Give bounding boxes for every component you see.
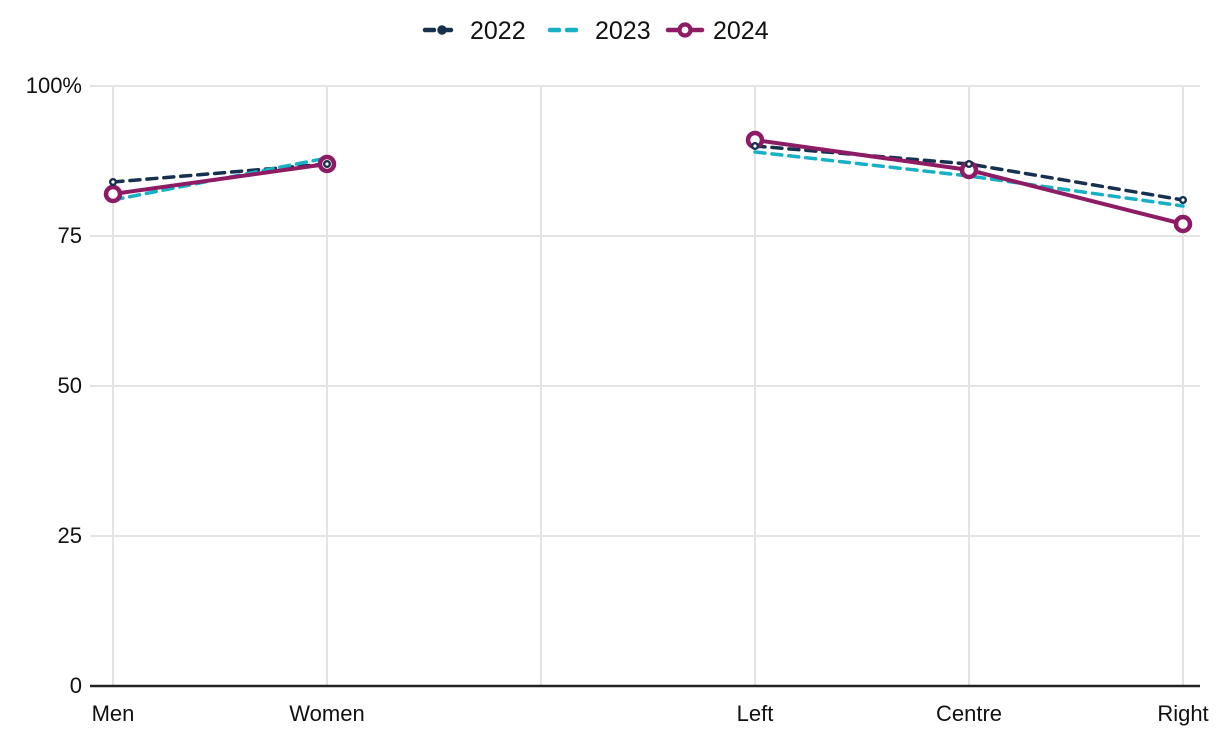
series-markers-2022 — [108, 141, 1187, 204]
series-segment — [111, 162, 329, 196]
data-point-marker — [1178, 195, 1187, 204]
y-axis-tick-label: 100% — [26, 73, 82, 98]
series-line-2024 — [111, 138, 1185, 226]
x-axis-label-centre: Centre — [936, 701, 1002, 726]
x-axis-label-women: Women — [289, 701, 364, 726]
chart-legend: 2022 2023 2024 — [422, 17, 769, 45]
data-point-marker — [323, 159, 332, 168]
y-axis-tick-label: 50 — [58, 373, 82, 398]
data-point-marker — [1173, 214, 1193, 234]
legend-item-2023: 2023 — [547, 17, 651, 45]
data-point-marker — [103, 184, 123, 204]
y-axis-tick-label: 0 — [70, 673, 82, 698]
data-point-marker — [751, 141, 760, 150]
y-axis-tick-labels: 0 25 50 75 100% — [26, 73, 82, 698]
y-axis-tick-label: 75 — [58, 223, 82, 248]
legend-item-2022: 2022 — [422, 17, 526, 45]
legend-marker-open-circle — [677, 22, 693, 38]
data-point-marker — [965, 159, 974, 168]
y-axis-tick-label: 25 — [58, 523, 82, 548]
series-line-2023 — [111, 150, 1185, 208]
x-axis-label-right: Right — [1157, 701, 1208, 726]
data-point-marker — [108, 177, 117, 186]
legend-marker-dot — [437, 25, 447, 35]
legend-item-2024: 2024 — [665, 17, 769, 45]
legend-label-2022: 2022 — [470, 17, 526, 45]
series-markers-2024 — [103, 130, 1193, 234]
legend-label-2023: 2023 — [595, 17, 651, 45]
x-axis-label-left: Left — [737, 701, 774, 726]
legend-label-2024: 2024 — [713, 17, 769, 45]
x-axis-label-men: Men — [92, 701, 135, 726]
x-axis-labels: Men Women Left Centre Right — [92, 701, 1209, 726]
gridlines — [90, 85, 1200, 686]
